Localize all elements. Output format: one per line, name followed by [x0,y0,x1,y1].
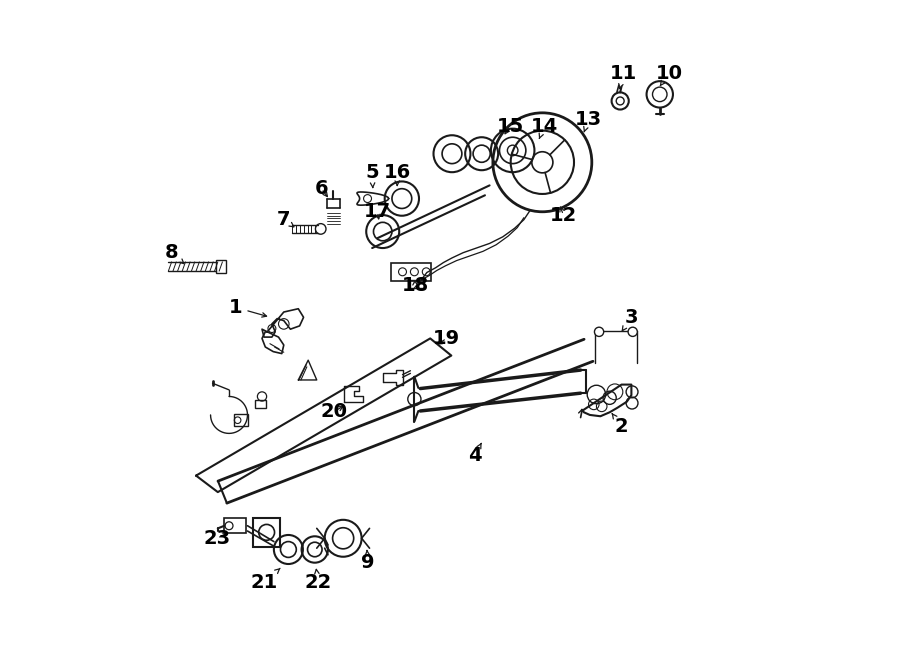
Text: 9: 9 [362,550,375,572]
Text: 16: 16 [383,163,411,185]
Text: 15: 15 [497,116,524,136]
Bar [234,414,248,426]
Text: 11: 11 [610,63,637,89]
Text: 23: 23 [203,529,230,548]
Text: 3: 3 [622,308,638,330]
Text: 20: 20 [320,402,347,421]
Text: 5: 5 [365,163,379,188]
Circle shape [595,327,604,336]
Text: 4: 4 [468,444,482,465]
Circle shape [628,327,637,336]
Text: 17: 17 [364,202,391,221]
Bar [256,401,266,408]
Text: 13: 13 [575,110,602,132]
Bar [410,280,424,288]
Bar [392,262,431,281]
Text: 21: 21 [250,568,280,592]
Text: 2: 2 [612,414,628,436]
Text: 7: 7 [277,210,294,229]
Text: 6: 6 [315,179,328,198]
Text: 18: 18 [401,276,428,295]
Bar [216,260,227,273]
Bar [254,518,280,547]
Text: 14: 14 [531,116,558,138]
Text: 8: 8 [165,243,184,264]
Text: 22: 22 [304,569,332,592]
Text: 12: 12 [550,206,577,225]
Text: 19: 19 [433,329,460,348]
Bar [224,518,247,533]
Text: 1: 1 [229,298,266,317]
Text: 10: 10 [655,63,682,86]
